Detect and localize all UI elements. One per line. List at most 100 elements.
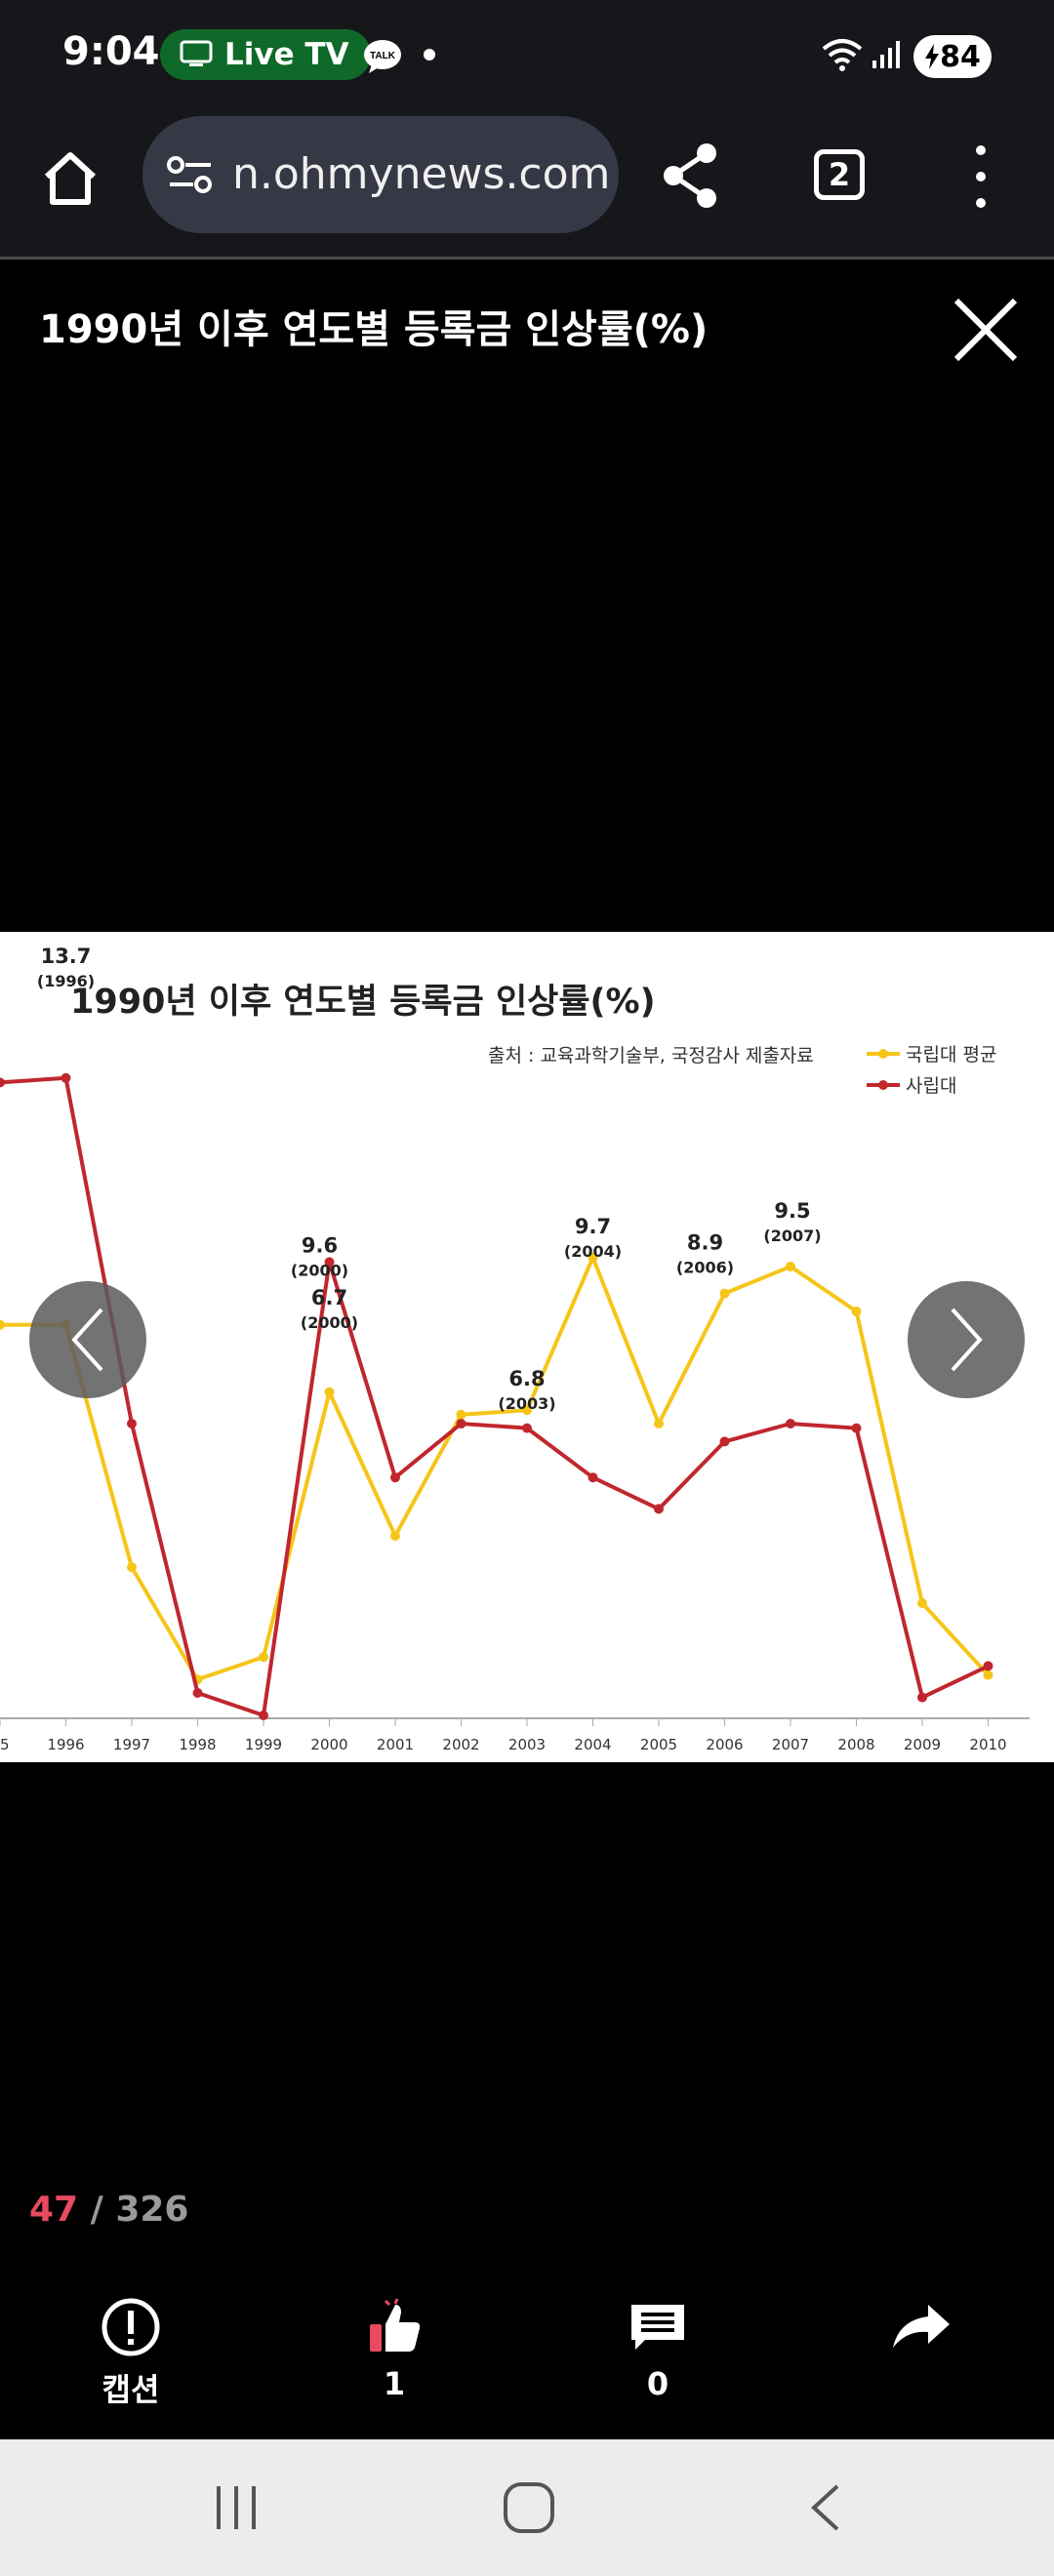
x-tick-label: 2001	[377, 1736, 414, 1753]
annotation-value: 13.7	[41, 945, 92, 968]
comment-count: 0	[646, 2365, 669, 2402]
data-point	[588, 1472, 598, 1483]
comment-button[interactable]: 0	[560, 2297, 755, 2402]
live-tv-label: Live TV	[224, 37, 349, 72]
legend-national: 국립대 평균	[906, 1044, 996, 1066]
data-point	[719, 1288, 730, 1299]
address-bar[interactable]: n.ohmynews.com	[142, 116, 619, 233]
data-point	[851, 1423, 862, 1433]
notification-dot-icon	[424, 49, 435, 60]
legend-private: 사립대	[906, 1075, 956, 1097]
counter-current: 47	[29, 2190, 79, 2230]
chevron-right-icon	[951, 1308, 983, 1372]
annotation-year: (1996)	[37, 972, 95, 990]
chevron-left-icon	[71, 1308, 103, 1372]
x-tick-label: 1996	[47, 1736, 84, 1753]
close-icon[interactable]	[947, 291, 1025, 369]
data-point	[522, 1423, 532, 1433]
live-tv-badge[interactable]: Live TV	[160, 29, 371, 80]
data-point	[456, 1409, 466, 1420]
more-menu-icon[interactable]	[966, 145, 995, 208]
tab-switcher-button[interactable]: 2	[814, 149, 865, 200]
x-tick-label: 2006	[706, 1736, 743, 1753]
series-line-national	[0, 1252, 990, 1682]
comment-icon	[631, 2305, 684, 2350]
browser-toolbar: n.ohmynews.com 2	[0, 112, 1054, 260]
data-point	[259, 1652, 268, 1663]
data-point	[522, 1405, 532, 1416]
home-nav-icon[interactable]	[502, 2480, 556, 2535]
system-nav-bar	[0, 2439, 1054, 2576]
x-tick-label: 2005	[640, 1736, 677, 1753]
x-tick-label: 1998	[179, 1736, 216, 1753]
wifi-icon	[822, 39, 863, 71]
annotation-year: (2003)	[498, 1394, 555, 1413]
data-point	[0, 1077, 5, 1088]
data-point	[127, 1419, 137, 1429]
data-point	[851, 1307, 862, 1316]
data-point	[192, 1688, 203, 1698]
x-tick-label: 2008	[837, 1736, 874, 1753]
battery-level: 84	[940, 39, 981, 74]
x-tick-label: 2000	[310, 1736, 347, 1753]
share-photo-button[interactable]	[824, 2297, 1019, 2357]
annotation-year: (2000)	[291, 1261, 348, 1279]
data-point	[654, 1419, 664, 1429]
data-point	[917, 1692, 927, 1703]
data-point	[127, 1562, 137, 1573]
data-point	[324, 1257, 335, 1268]
annotation-year: (2006)	[676, 1259, 734, 1277]
data-point	[917, 1598, 927, 1608]
forward-share-icon	[893, 2305, 950, 2348]
x-tick-label: 2002	[442, 1736, 479, 1753]
site-settings-icon[interactable]	[166, 153, 215, 196]
annotation-value: 8.9	[687, 1231, 723, 1255]
series-line-private	[0, 1075, 990, 1718]
status-time: 9:04	[62, 29, 160, 74]
x-tick-label: 2010	[969, 1736, 1006, 1753]
back-nav-icon[interactable]	[806, 2482, 845, 2533]
annotation-year: (2007)	[763, 1227, 821, 1245]
chart-source: 출처 : 교육과학기술부, 국정감사 제출자료	[488, 1045, 814, 1067]
x-tick-label: 2007	[772, 1736, 809, 1753]
data-point	[61, 1072, 71, 1083]
data-point	[0, 1319, 5, 1330]
tuition-chart: 1990년 이후 연도별 등록금 인상률(%) 출처 : 교육과학기술부, 국정…	[0, 945, 1030, 1753]
previous-photo-button[interactable]	[29, 1281, 146, 1398]
data-point	[786, 1419, 795, 1429]
info-exclamation-icon	[101, 2298, 160, 2356]
data-point	[983, 1670, 993, 1680]
data-point	[259, 1711, 268, 1720]
photo-counter: 47 / 326	[29, 2190, 188, 2230]
url-text[interactable]: n.ohmynews.com	[232, 149, 611, 199]
home-button[interactable]	[35, 143, 105, 214]
caption-button[interactable]: 캡션	[33, 2297, 228, 2410]
like-button[interactable]: 1	[297, 2297, 492, 2402]
chart-legend: 국립대 평균 사립대	[867, 1044, 996, 1097]
recent-apps-icon[interactable]	[213, 2484, 262, 2531]
chart-title: 1990년 이후 연도별 등록금 인상률(%)	[70, 983, 656, 1022]
data-point	[786, 1262, 795, 1271]
annotation-value: 9.6	[302, 1233, 338, 1257]
signal-icon	[872, 41, 900, 68]
caption-label: 캡션	[101, 2371, 160, 2408]
counter-separator: /	[78, 2190, 116, 2230]
share-icon[interactable]	[660, 141, 722, 210]
tv-icon	[180, 40, 213, 66]
data-point	[719, 1436, 730, 1447]
annotation-value: 9.7	[575, 1215, 611, 1238]
kakaotalk-icon: TALK	[364, 40, 401, 73]
x-tick-label: 2003	[508, 1736, 546, 1753]
annotation-year: (2004)	[564, 1242, 622, 1261]
thumbs-up-icon	[370, 2298, 421, 2352]
talk-icon-text: TALK	[370, 51, 396, 61]
like-count: 1	[383, 2365, 406, 2402]
next-photo-button[interactable]	[908, 1281, 1025, 1398]
photo-title: 1990년 이후 연도별 등록금 인상률(%)	[39, 307, 709, 352]
charging-icon	[925, 44, 940, 69]
data-point	[654, 1504, 664, 1514]
annotation-value: 9.5	[774, 1199, 810, 1223]
data-point	[390, 1472, 400, 1483]
data-point	[456, 1419, 466, 1429]
x-tick-label: 1999	[245, 1736, 282, 1753]
